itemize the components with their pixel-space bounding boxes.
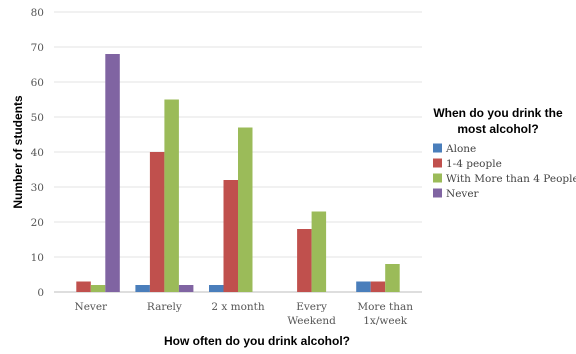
legend-title-line-2: most alcohol? [457,122,538,136]
y-tick-labels: 0 10 20 30 40 50 60 70 80 [31,7,44,299]
y-tick-label: 40 [31,147,44,159]
legend-swatch [433,158,442,168]
bar [76,281,91,292]
bar [223,180,238,292]
legend-label: Alone [445,143,476,155]
x-axis-title: How often do you drink alcohol? [164,334,350,348]
legend-items: Alone 1-4 people With More than 4 People Ne… [433,143,576,200]
x-tick-labels: Never Rarely 2 x month Every Weekend More tha… [75,301,414,327]
bar [90,285,106,292]
x-tick-label: 2 x month [211,301,265,313]
y-tick-label: 30 [31,182,44,194]
bar [238,127,253,292]
y-tick-label: 0 [37,287,44,299]
y-tick-label: 10 [31,252,44,264]
y-tick-label: 50 [31,112,44,124]
legend: When do you drink the most alcohol? Alon… [433,106,576,200]
y-tick-label: 80 [31,7,44,19]
y-axis-title: Number of students [11,95,25,209]
bar [209,285,224,292]
legend-label: Never [446,188,480,200]
bar [356,281,371,292]
bar [311,211,327,292]
y-tick-label: 70 [31,42,44,54]
bar [135,285,150,292]
bars [76,54,400,292]
bar [297,229,312,292]
bar [385,264,400,292]
bar [105,54,120,292]
legend-swatch [433,173,442,183]
legend-label: With More than 4 People [446,173,576,185]
bar [164,99,179,292]
y-tick-label: 60 [31,77,44,89]
bar [370,281,386,292]
bar [178,285,194,292]
legend-title-line-1: When do you drink the [433,106,563,120]
x-tick-label: Never [75,301,109,313]
bar [149,152,165,292]
x-tick-label: More than [357,301,413,313]
legend-swatch [433,143,442,153]
x-tick-label: Rarely [147,301,182,313]
y-tick-label: 20 [31,217,44,229]
x-tick-label: 1x/week [363,315,408,327]
legend-swatch [433,188,442,198]
x-tick-label: Every [296,301,327,313]
x-tick-label: Weekend [287,315,336,327]
legend-label: 1-4 people [446,158,502,170]
